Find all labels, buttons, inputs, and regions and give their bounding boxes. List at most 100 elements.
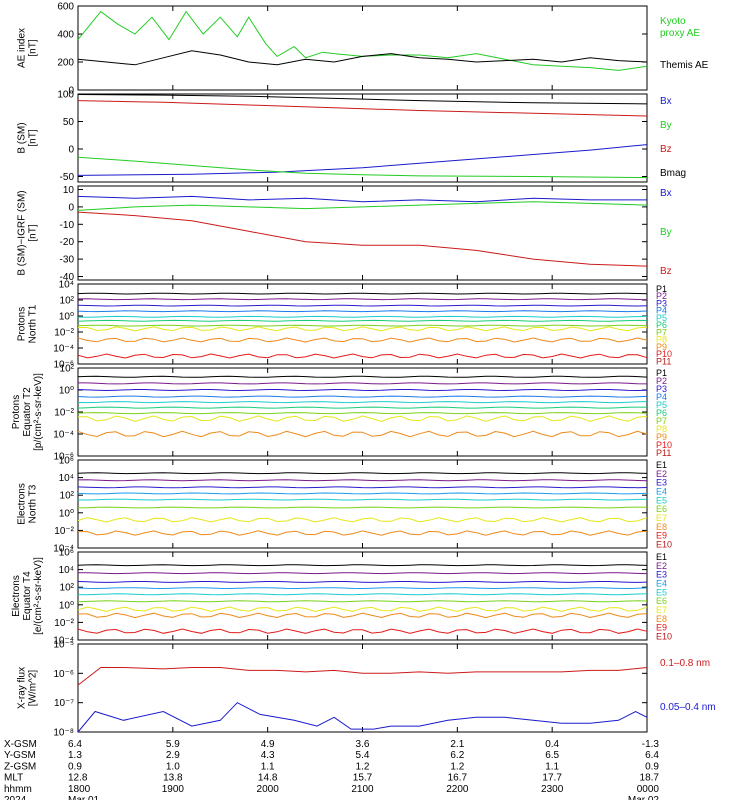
channel-line-electrons_t4-E1 (77, 564, 648, 567)
legend-entry: Bx (660, 96, 672, 107)
y-tick-label: 10⁻⁶ (53, 452, 74, 463)
panel-frame (77, 643, 648, 733)
time-axis-value: 0000 (637, 784, 660, 795)
time-axis-value: 0.9 (68, 761, 82, 772)
time-axis-row-label: 2024 (4, 795, 27, 800)
channel-line-electrons_t4-E3 (77, 581, 648, 583)
y-tick-label: 10⁻² (54, 328, 74, 339)
channel-line-electrons_t3-E4 (77, 492, 648, 495)
y-axis-label: AE index (17, 28, 28, 68)
y-tick-label: 10⁴ (59, 473, 74, 484)
y-tick-label: 600 (57, 2, 74, 13)
y-axis-label: [nT] (28, 39, 39, 56)
legend-entry: P7 (656, 327, 667, 337)
y-tick-label: 10⁻⁴ (53, 544, 74, 555)
channel-line-electrons_t3-E2 (77, 479, 648, 482)
time-axis-value: 15.7 (353, 773, 373, 784)
time-axis-value: 2200 (446, 784, 469, 795)
y-tick-label: -40 (60, 272, 75, 283)
time-axis-value: 1.1 (261, 761, 275, 772)
series-line-xray-1 (77, 702, 648, 733)
legend-entry: Kyoto (660, 16, 686, 27)
legend-entry: E3 (656, 478, 667, 488)
channel-line-protons_t1-P8 (78, 326, 648, 332)
y-axis-label: Equator T4 (22, 571, 33, 621)
channel-line-protons_t1-P7 (77, 324, 648, 327)
panel-frame (77, 283, 648, 365)
time-axis-value: 2.1 (450, 739, 464, 750)
legend-entry: P7 (656, 416, 667, 426)
channel-line-electrons_t4-E7 (77, 606, 648, 612)
y-tick-label: 10⁰ (59, 312, 74, 323)
time-axis-value: 0.9 (645, 761, 659, 772)
channel-line-electrons_t4-E5 (77, 593, 648, 596)
y-tick-label: 10⁻⁸ (53, 728, 74, 739)
panel-xray: 10⁻⁵ 10⁻⁶ 10⁻⁷ 10⁻⁸ X-ray flux [W/m^2] 0.1–0.8… (17, 640, 716, 739)
y-tick-label: 10⁰ (59, 508, 74, 519)
legend-entry: E8 (656, 614, 667, 624)
y-tick-label: 50 (63, 117, 75, 128)
y-tick-label: -50 (60, 172, 75, 183)
legend-entry: E6 (656, 596, 667, 606)
y-tick-label: 10⁻⁶ (53, 669, 74, 680)
legend-entry: E3 (656, 570, 667, 580)
time-axis-value: 5.9 (166, 739, 180, 750)
time-axis-value: Mar 02 (628, 795, 660, 800)
channel-line-electrons_t4-E6 (77, 600, 648, 603)
legend-entry: P3 (656, 298, 667, 308)
channel-line-protons_t1-P5 (77, 315, 648, 318)
legend-entry: E10 (656, 632, 672, 642)
time-axis-value: 2300 (541, 784, 564, 795)
time-axis-value: 17.7 (542, 773, 562, 784)
time-axis-value: 2000 (257, 784, 280, 795)
time-axis-value: 1800 (68, 784, 91, 795)
series-line-bsm-2 (77, 100, 648, 117)
y-tick-label: 10⁻⁴ (53, 636, 74, 647)
legend-entry: P10 (656, 440, 672, 450)
time-axis-value: -1.3 (642, 739, 660, 750)
channel-line-protons_t1-P1 (77, 292, 648, 295)
legend-entry: P5 (656, 313, 667, 323)
y-tick-label: 10⁶ (59, 548, 74, 559)
y-axis-label: [e/(cm²-s-sr-keV)] (33, 557, 44, 635)
time-axis-row-label: Z-GSM (4, 761, 36, 772)
channel-line-protons_t2-P8 (78, 415, 648, 422)
y-tick-label: 0 (68, 202, 74, 213)
series-line-ae-1 (77, 50, 648, 66)
y-tick-label: 10 (63, 185, 75, 196)
time-axis-value: 5.4 (356, 750, 370, 761)
y-tick-label: 0 (68, 86, 74, 97)
channel-line-electrons_t3-E7 (77, 517, 648, 523)
time-axis-value: 2100 (351, 784, 374, 795)
y-tick-label: 0 (68, 145, 74, 156)
time-axis-value: 6.4 (68, 739, 82, 750)
legend-entry: P6 (656, 320, 667, 330)
legend-entry: P4 (656, 306, 667, 316)
channel-line-protons_t2-P9 (77, 430, 648, 438)
legend-entry: 0.1–0.8 nm (660, 658, 710, 669)
channel-line-protons_t2-P1 (77, 375, 648, 378)
legend-entry: P8 (656, 335, 667, 345)
time-axis-value: 6.2 (450, 750, 464, 761)
y-axis-label: [p/(cm²-s-sr-keV)] (33, 373, 44, 451)
channel-line-protons_t1-P9 (77, 337, 648, 343)
legend-entry: P9 (656, 342, 667, 352)
y-axis-label: [W/m^2] (28, 670, 39, 707)
legend-entry: E10 (656, 540, 672, 550)
time-axis-table: X-GSMY-GSMZ-GSMMLThhmm20246.41.30.912.81… (4, 739, 659, 800)
legend-entry: E1 (656, 552, 667, 562)
y-tick-label: 10⁴ (59, 565, 74, 576)
time-axis-value: 1.2 (450, 761, 464, 772)
y-tick-label: 10² (60, 364, 75, 375)
time-axis-row-label: X-GSM (4, 739, 37, 750)
legend-entry: E2 (656, 469, 667, 479)
y-axis-label: Protons (11, 395, 22, 429)
y-axis-label: Electrons (11, 575, 22, 617)
legend-entry: P11 (656, 448, 671, 458)
panel-protons_t2: 10² 10⁰ 10⁻² 10⁻⁴ 10⁻⁶ Protons Equator T2 [p/(c… (11, 364, 672, 463)
y-axis-label: Electrons (17, 483, 28, 525)
time-axis-value: 16.7 (448, 773, 468, 784)
channel-line-electrons_t4-E8 (78, 612, 648, 619)
